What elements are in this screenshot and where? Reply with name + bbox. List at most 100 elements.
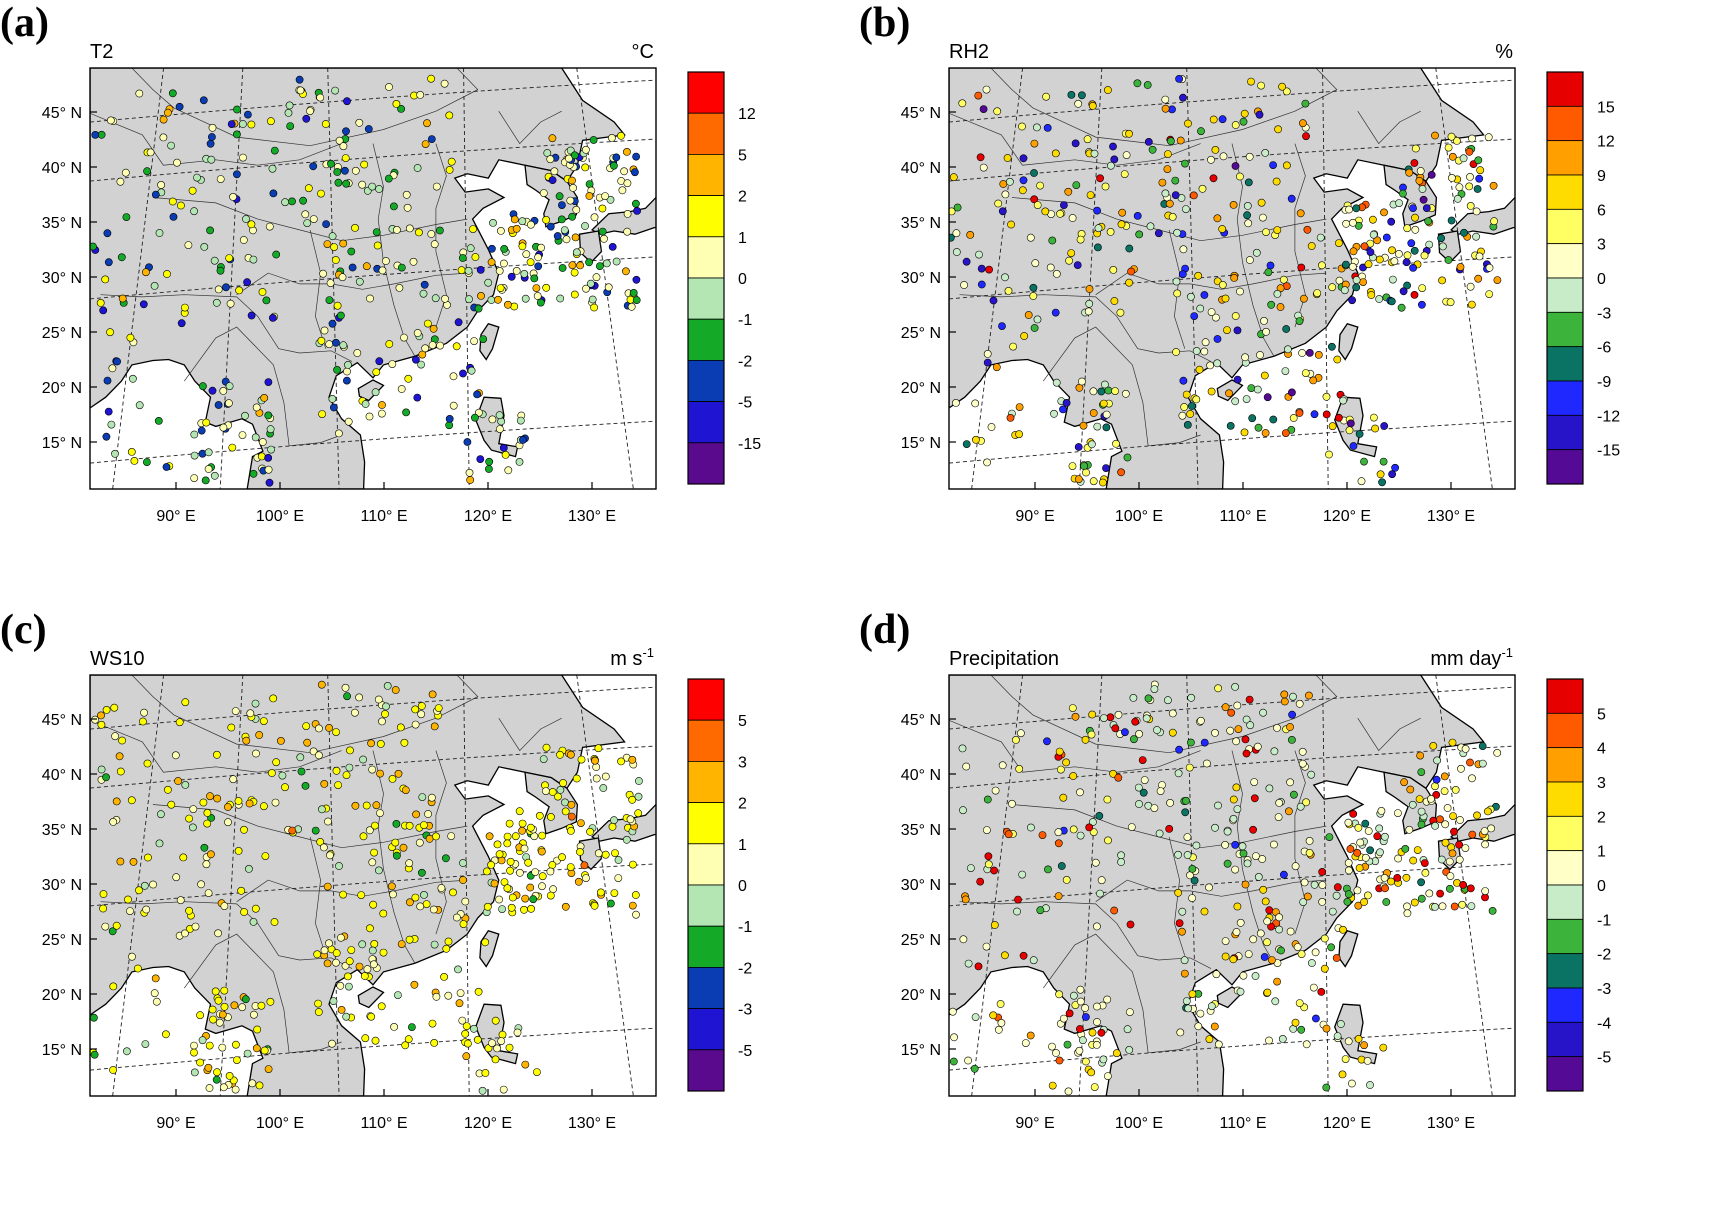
station-marker bbox=[1401, 844, 1410, 853]
station-marker bbox=[255, 1081, 264, 1090]
station-marker bbox=[589, 136, 598, 144]
station-marker bbox=[1240, 109, 1249, 118]
station-marker bbox=[1352, 204, 1361, 213]
station-marker bbox=[268, 313, 277, 322]
station-marker bbox=[952, 248, 961, 256]
station-marker bbox=[1364, 260, 1373, 269]
station-marker bbox=[1313, 289, 1322, 297]
station-marker bbox=[1282, 325, 1291, 333]
station-marker bbox=[458, 1016, 467, 1025]
station-marker bbox=[267, 769, 276, 777]
station-marker bbox=[285, 101, 294, 110]
station-marker bbox=[197, 426, 206, 435]
station-marker bbox=[416, 902, 425, 911]
station-marker bbox=[328, 319, 337, 328]
station-marker bbox=[1448, 152, 1457, 161]
station-marker bbox=[499, 259, 508, 268]
colorbar-label: -12 bbox=[1597, 408, 1620, 425]
station-marker bbox=[247, 220, 256, 229]
station-marker bbox=[116, 857, 125, 866]
station-marker bbox=[1226, 421, 1235, 430]
station-marker bbox=[1229, 814, 1238, 823]
station-marker bbox=[243, 110, 252, 119]
station-marker bbox=[381, 257, 390, 265]
station-marker bbox=[1087, 1068, 1096, 1077]
station-marker bbox=[232, 130, 241, 139]
station-marker bbox=[1373, 832, 1382, 841]
station-marker bbox=[445, 414, 454, 423]
station-marker bbox=[1235, 172, 1244, 181]
station-marker bbox=[1123, 1025, 1132, 1034]
land-island bbox=[357, 986, 385, 1009]
station-marker bbox=[411, 893, 420, 902]
station-marker bbox=[231, 1040, 240, 1049]
station-marker bbox=[971, 1013, 980, 1021]
lon-tick-label: 120° E bbox=[1323, 1115, 1371, 1132]
station-marker bbox=[1297, 263, 1306, 272]
station-marker bbox=[1247, 384, 1256, 392]
station-marker bbox=[1144, 137, 1153, 146]
station-marker bbox=[405, 859, 414, 868]
colorbar-label: 2 bbox=[738, 189, 747, 206]
station-marker bbox=[220, 986, 229, 995]
station-marker bbox=[284, 109, 293, 117]
station-marker bbox=[260, 1046, 269, 1055]
station-marker bbox=[249, 469, 258, 478]
station-marker bbox=[1138, 756, 1147, 764]
station-marker bbox=[1286, 927, 1295, 936]
lat-tick-label: 20° N bbox=[901, 380, 941, 397]
station-marker bbox=[1380, 208, 1388, 217]
station-marker bbox=[303, 219, 312, 227]
station-marker bbox=[212, 298, 221, 307]
colorbar-segment bbox=[687, 153, 725, 196]
station-marker bbox=[1307, 959, 1316, 967]
station-marker bbox=[1453, 136, 1461, 145]
station-marker bbox=[484, 465, 493, 473]
station-marker bbox=[1052, 1049, 1060, 1057]
station-marker bbox=[452, 342, 461, 351]
graticule-meridian bbox=[219, 68, 244, 489]
station-marker bbox=[1005, 177, 1014, 186]
station-marker bbox=[103, 229, 112, 238]
station-marker bbox=[958, 99, 967, 108]
station-marker bbox=[1161, 189, 1170, 198]
station-marker bbox=[196, 1011, 204, 1020]
station-marker bbox=[237, 886, 246, 895]
station-marker bbox=[477, 291, 485, 300]
station-marker bbox=[1296, 802, 1305, 811]
station-marker bbox=[288, 826, 297, 835]
station-marker bbox=[1099, 714, 1108, 722]
station-marker bbox=[983, 826, 991, 834]
station-marker bbox=[367, 1012, 376, 1021]
station-marker bbox=[1388, 470, 1396, 479]
station-marker bbox=[1253, 385, 1262, 394]
station-marker bbox=[200, 242, 209, 251]
station-marker bbox=[1205, 883, 1213, 892]
station-marker bbox=[234, 797, 243, 805]
station-marker bbox=[1096, 889, 1104, 898]
station-marker bbox=[1174, 850, 1182, 859]
graticule-parallel bbox=[90, 745, 656, 789]
station-marker bbox=[314, 999, 322, 1008]
station-marker bbox=[518, 242, 527, 251]
station-marker bbox=[1233, 805, 1242, 813]
station-marker bbox=[610, 889, 619, 897]
graticule-meridian bbox=[327, 68, 340, 489]
station-marker bbox=[506, 857, 515, 866]
land-island bbox=[591, 196, 656, 235]
station-marker bbox=[1293, 943, 1302, 951]
station-marker bbox=[213, 794, 222, 803]
station-marker bbox=[1480, 827, 1489, 835]
station-marker bbox=[1298, 759, 1307, 768]
lat-tick-label: 30° N bbox=[901, 877, 941, 894]
station-marker bbox=[1086, 191, 1095, 199]
station-marker bbox=[320, 946, 329, 955]
station-marker bbox=[1171, 191, 1180, 199]
station-marker bbox=[200, 843, 209, 852]
station-marker bbox=[1036, 906, 1045, 915]
station-marker bbox=[1318, 867, 1327, 876]
station-marker bbox=[1088, 710, 1097, 719]
station-marker bbox=[181, 780, 190, 789]
station-marker bbox=[474, 304, 483, 313]
station-marker bbox=[1069, 772, 1078, 780]
